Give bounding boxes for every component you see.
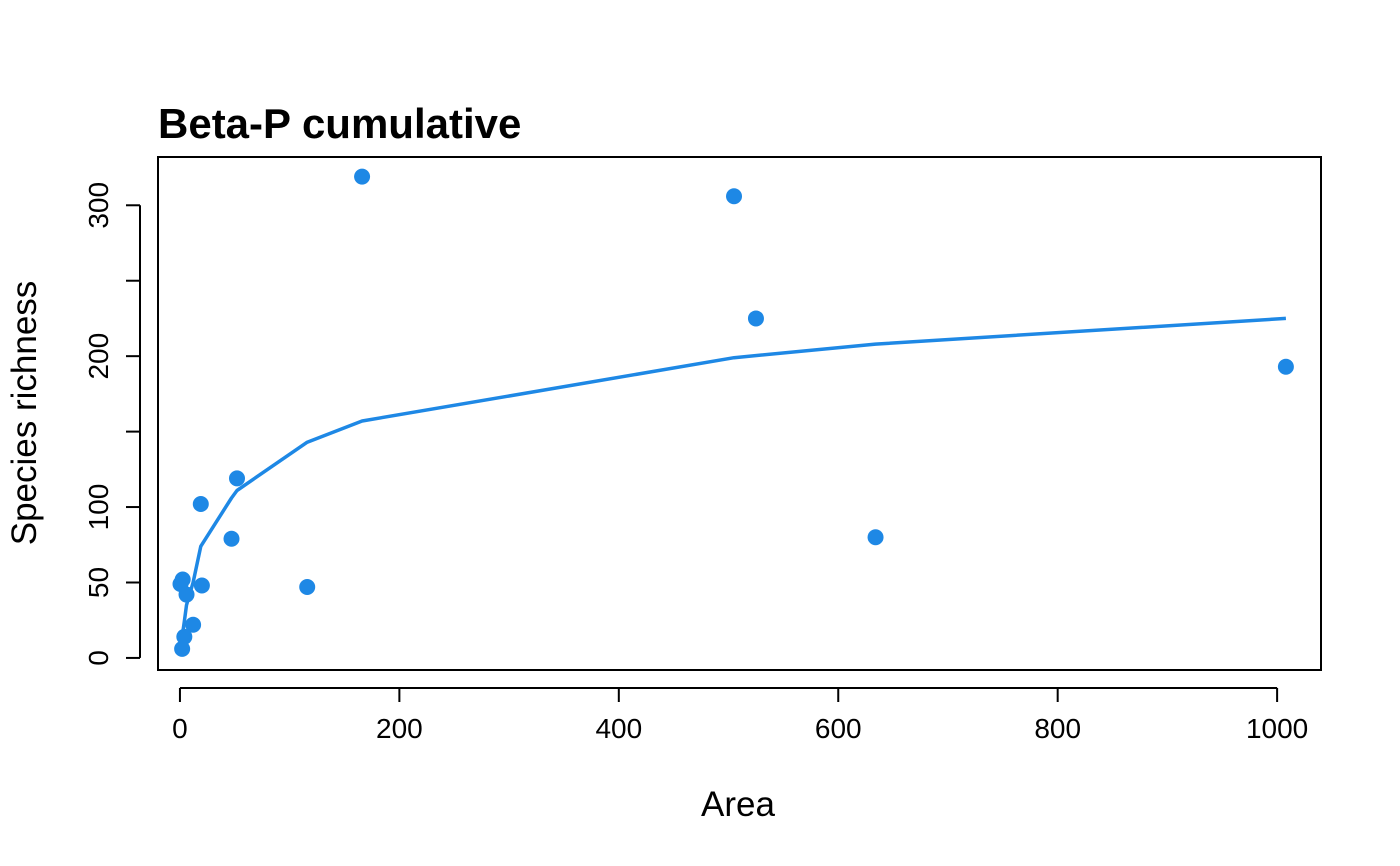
x-tick-label: 0	[172, 713, 188, 744]
fit-line-layer	[178, 316, 1287, 650]
fit-line	[178, 316, 1287, 650]
x-axis: 0 200 400 600 800 1000	[172, 687, 1308, 744]
y-tick-label: 200	[83, 333, 114, 380]
data-point	[223, 530, 240, 547]
y-tick-label: 100	[83, 484, 114, 531]
y-axis: 0 50 100 200 300	[83, 182, 141, 666]
data-point	[185, 616, 202, 633]
data-point	[299, 579, 316, 596]
data-point	[354, 168, 371, 185]
x-tick-label: 200	[376, 713, 423, 744]
y-tick-label: 0	[83, 650, 114, 666]
data-point	[176, 628, 193, 645]
y-axis-label: Species richness	[5, 281, 44, 546]
y-tick-label: 50	[83, 567, 114, 598]
data-point	[1277, 358, 1294, 375]
data-point	[228, 470, 245, 487]
data-point	[747, 310, 764, 327]
data-point	[192, 496, 209, 513]
data-point	[178, 586, 195, 603]
y-tick-label: 300	[83, 182, 114, 229]
data-point	[726, 188, 743, 205]
data-point	[193, 577, 210, 594]
plot-frame	[157, 156, 1322, 671]
x-tick-label: 600	[815, 713, 862, 744]
x-tick-label: 800	[1034, 713, 1081, 744]
x-tick-label: 1000	[1246, 713, 1308, 744]
x-tick-label: 400	[595, 713, 642, 744]
points-layer	[172, 168, 1294, 657]
data-point	[174, 571, 191, 588]
x-axis-label: Area	[701, 785, 775, 824]
chart-title: Beta-P cumulative	[158, 100, 521, 147]
data-point	[174, 640, 191, 657]
data-point	[867, 529, 884, 546]
